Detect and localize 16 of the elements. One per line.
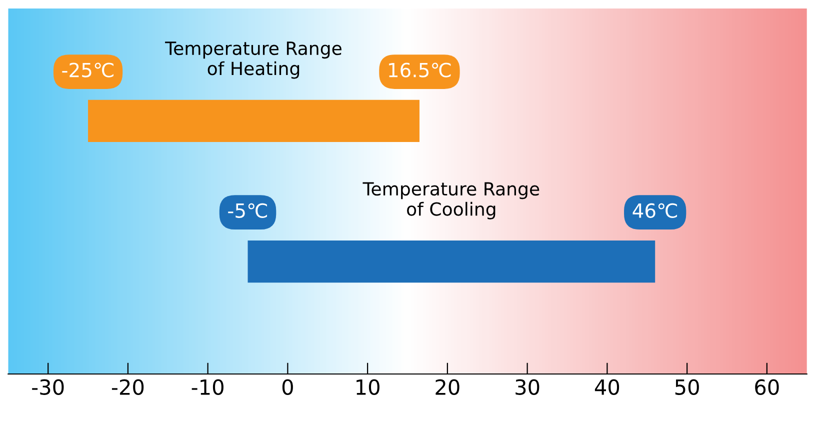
annotation: -5℃ xyxy=(228,203,268,218)
x-tick-label: 60 xyxy=(755,379,779,395)
y-tick-label: Temperature Range of Heating xyxy=(165,42,342,79)
x-tick-label: 10 xyxy=(356,379,380,395)
x-tick-label: 40 xyxy=(594,379,620,395)
x-tick-label: 50 xyxy=(675,379,699,395)
x-tick-label: -10 xyxy=(192,379,224,395)
y-tick-label: Temperature Range of Cooling xyxy=(362,182,540,220)
annotation: 46℃ xyxy=(632,203,678,218)
annotation: 16.5℃ xyxy=(389,62,451,78)
annotation: -25℃ xyxy=(62,62,114,78)
x-tick-label: 0 xyxy=(282,379,293,395)
x-tick-label: 20 xyxy=(436,379,460,395)
x-tick-label: -30 xyxy=(32,379,64,395)
x-tick-label: 30 xyxy=(516,379,540,395)
x-tick-label: -20 xyxy=(112,379,144,395)
